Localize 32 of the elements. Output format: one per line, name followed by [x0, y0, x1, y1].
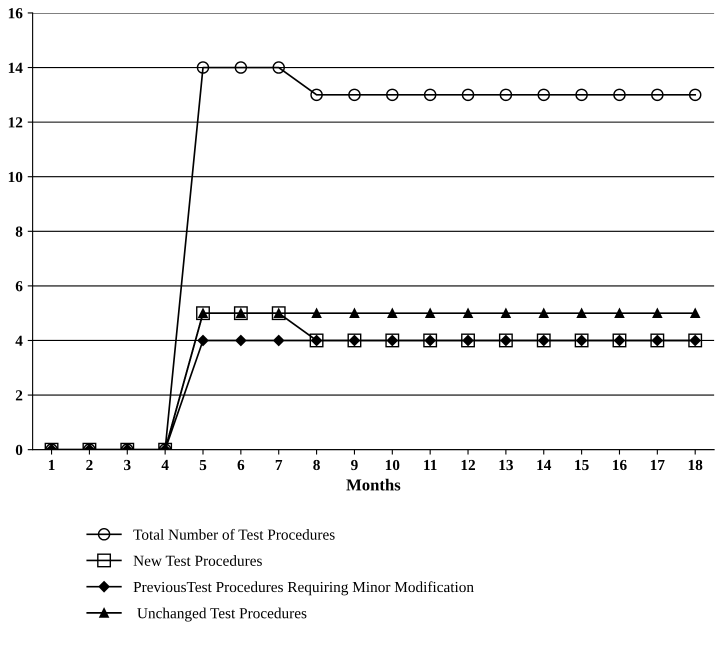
y-tick-label: 4	[15, 336, 23, 346]
x-tick-label: 7	[276, 460, 282, 470]
legend-label: Total Number of Test Procedures	[133, 528, 335, 540]
x-tick-label: 1	[48, 460, 55, 470]
x-tick-label: 5	[200, 460, 206, 470]
x-tick-label: 13	[499, 460, 514, 470]
legend-label: New Test Procedures	[134, 555, 262, 566]
x-axis-title: Months	[346, 478, 400, 491]
y-tick-label: 12	[8, 117, 22, 128]
x-tick-label: 3	[124, 460, 131, 470]
x-tick-label: 14	[537, 460, 552, 470]
x-tick-label: 4	[162, 460, 169, 470]
y-tick-label: 14	[8, 62, 23, 73]
x-tick-label: 6	[238, 460, 244, 470]
legend-label: Unchanged Test Procedures	[137, 608, 306, 622]
y-tick-label: 8	[16, 226, 22, 237]
y-tick-label: 0	[16, 444, 22, 456]
x-tick-label: 9	[351, 460, 358, 470]
y-tick-label: 10	[8, 172, 22, 182]
x-tick-label: 17	[650, 460, 665, 470]
x-tick-label: 2	[86, 460, 93, 470]
x-tick-label: 8	[313, 460, 320, 470]
x-tick-label: 11	[424, 460, 437, 470]
legend-label: PreviousTest Procedures Requiring Minor Modification	[134, 581, 474, 596]
x-tick-label: 10	[386, 460, 400, 470]
x-tick-label: 12	[462, 460, 476, 470]
y-tick-label: 16	[8, 8, 22, 18]
x-tick-label: 16	[613, 460, 627, 470]
x-tick-label: 15	[575, 460, 589, 470]
x-tick-label: 18	[688, 460, 702, 470]
y-tick-label: 2	[16, 390, 22, 400]
y-tick-label: 6	[16, 281, 22, 292]
